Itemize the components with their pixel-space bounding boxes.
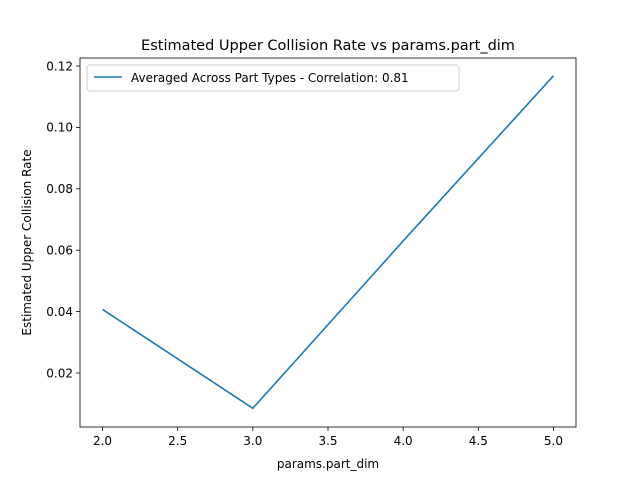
chart-title: Estimated Upper Collision Rate vs params…: [141, 38, 515, 54]
series-line: [102, 75, 555, 410]
x-tick-label: 3.5: [318, 434, 337, 448]
series-layer: [102, 75, 555, 410]
y-tick-label: 0.02: [46, 366, 73, 380]
x-tick-label: 2.0: [93, 434, 112, 448]
x-axis-label: params.part_dim: [277, 457, 379, 471]
y-tick-label: 0.10: [46, 121, 73, 135]
legend: Averaged Across Part Types - Correlation…: [86, 64, 460, 92]
plot-frame: [79, 57, 577, 428]
x-tick-label: 2.5: [168, 434, 187, 448]
y-tick-label: 0.12: [46, 59, 73, 73]
x-tick-label: 4.5: [469, 434, 488, 448]
y-axis-ticks: 0.02 0.04 0.06 0.08 0.10 0.12: [46, 59, 80, 380]
x-tick-label: 3.0: [243, 434, 262, 448]
x-axis-ticks: 2.0 2.5 3.0 3.5 4.0 4.5 5.0: [93, 427, 563, 448]
legend-entry-label: Averaged Across Part Types - Correlation…: [131, 71, 409, 85]
y-tick-label: 0.08: [46, 182, 73, 196]
x-tick-label: 4.0: [394, 434, 413, 448]
x-tick-label: 5.0: [544, 434, 563, 448]
legend-box: [86, 64, 460, 92]
y-axis-label: Estimated Upper Collision Rate: [20, 149, 34, 335]
y-tick-label: 0.06: [46, 243, 73, 257]
y-tick-label: 0.04: [46, 305, 73, 319]
